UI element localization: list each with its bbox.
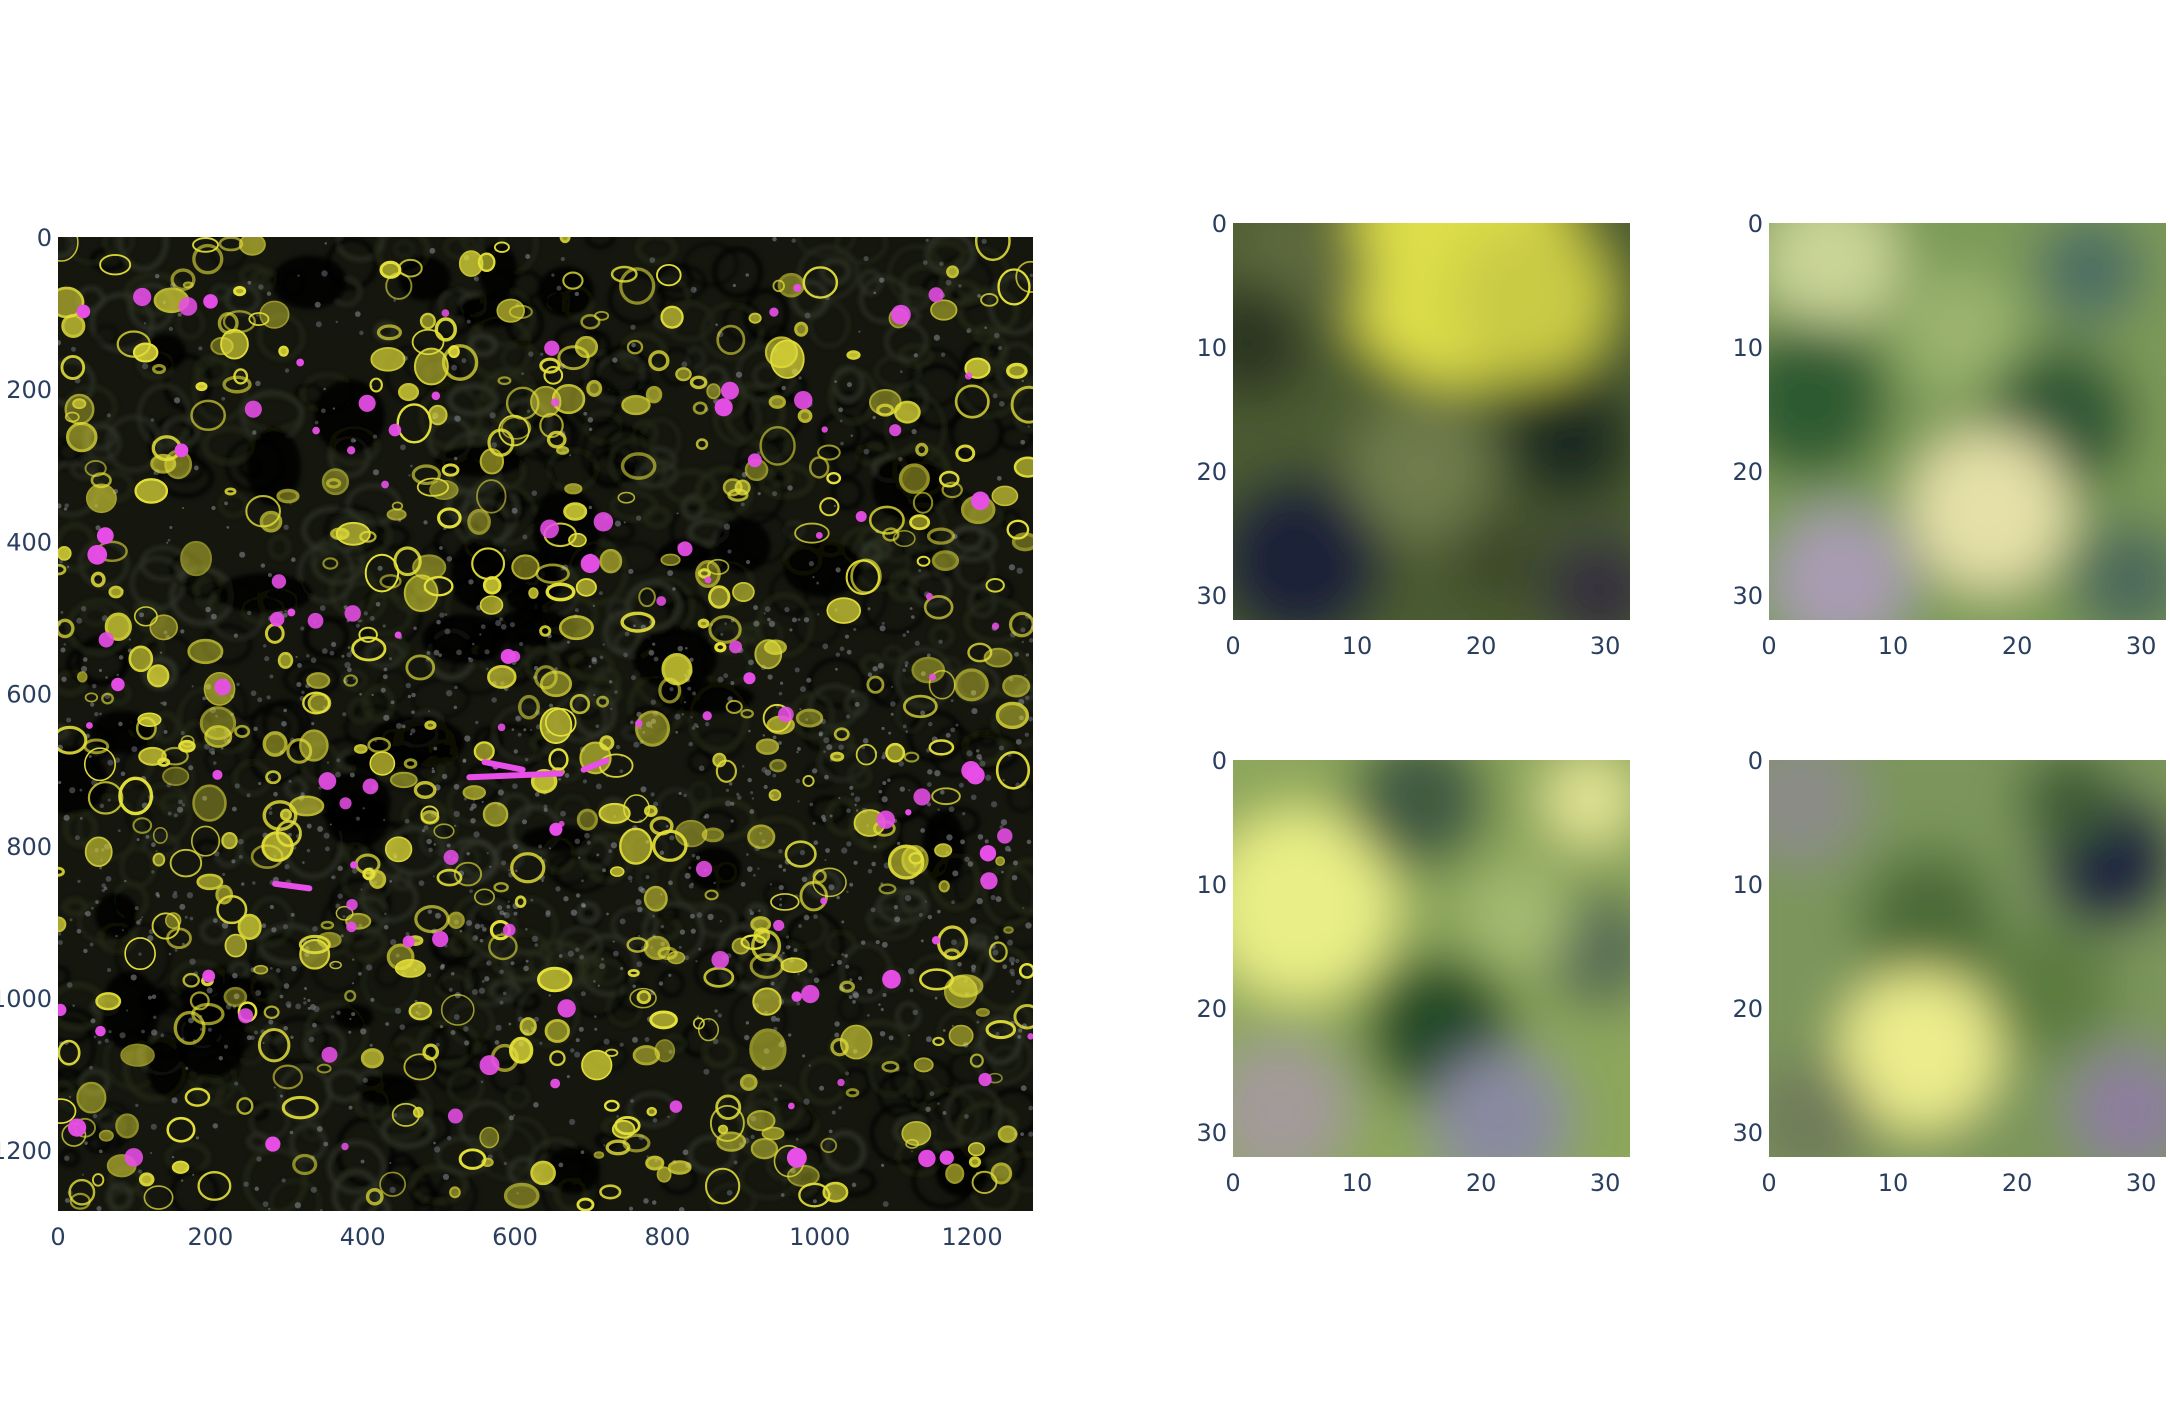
y-tick-label: 1000 [0,985,52,1013]
patch-2-image [1769,223,2166,620]
y-tick-label: 10 [1732,334,1763,362]
x-tick-label: 0 [1761,1169,1776,1197]
y-tick-label: 200 [6,376,52,404]
x-tick-label: 400 [340,1223,386,1251]
main-y-axis-ticks: 0 200 400 600 800 1000 1200 [0,224,52,1165]
y-tick-label: 0 [37,224,52,252]
x-tick-label: 10 [1342,1169,1373,1197]
y-tick-label: 20 [1196,458,1227,486]
patch-4-axis-ticks: 0 10 20 30 0 10 20 30 [1732,747,2156,1197]
x-tick-label: 20 [1466,1169,1497,1197]
x-tick-label: 20 [2002,1169,2033,1197]
x-tick-label: 0 [1225,1169,1240,1197]
x-tick-label: 0 [1761,632,1776,660]
y-tick-label: 400 [6,528,52,556]
x-tick-label: 30 [2126,1169,2157,1197]
y-tick-label: 10 [1732,871,1763,899]
y-tick-label: 10 [1196,871,1227,899]
y-tick-label: 0 [1212,210,1227,238]
x-tick-label: 10 [1342,632,1373,660]
patch-3-panel: 0 10 20 30 0 10 20 30 [1196,747,1630,1197]
y-tick-label: 20 [1732,995,1763,1023]
patch-2-axis-ticks: 0 10 20 30 0 10 20 30 [1732,210,2156,660]
x-tick-label: 20 [2002,632,2033,660]
y-tick-label: 1200 [0,1137,52,1165]
x-tick-label: 30 [2126,632,2157,660]
x-tick-label: 200 [187,1223,233,1251]
main-image-panel: 0 200 400 600 800 1000 1200 0 200 400 600 800 1000 1… [0,224,1033,1251]
x-tick-label: 0 [1225,632,1240,660]
x-tick-label: 20 [1466,632,1497,660]
x-tick-label: 600 [492,1223,538,1251]
patch-4-image [1769,760,2166,1157]
x-tick-label: 30 [1590,632,1621,660]
x-tick-label: 10 [1878,1169,1909,1197]
patch-3-image [1233,760,1630,1157]
y-tick-label: 30 [1196,582,1227,610]
y-tick-label: 800 [6,833,52,861]
patch-1-axis-ticks: 0 10 20 30 0 10 20 30 [1196,210,1620,660]
patch-3-axis-ticks: 0 10 20 30 0 10 20 30 [1196,747,1620,1197]
main-image-magenta-structures [58,284,1033,1168]
patch-1-panel: 0 10 20 30 0 10 20 30 [1196,210,1630,660]
x-tick-label: 0 [50,1223,65,1251]
y-tick-label: 10 [1196,334,1227,362]
y-tick-label: 0 [1748,747,1763,775]
y-tick-label: 20 [1196,995,1227,1023]
x-tick-label: 30 [1590,1169,1621,1197]
main-image-grey-texture [58,237,1033,1211]
y-tick-label: 0 [1212,747,1227,775]
patch-1-image [1233,223,1630,620]
x-tick-label: 1000 [789,1223,850,1251]
y-tick-label: 0 [1748,210,1763,238]
x-tick-label: 10 [1878,632,1909,660]
y-tick-label: 30 [1732,1119,1763,1147]
main-x-axis-ticks: 0 200 400 600 800 1000 1200 [50,1223,1002,1251]
patch-2-panel: 0 10 20 30 0 10 20 30 [1732,210,2166,660]
x-tick-label: 800 [644,1223,690,1251]
y-tick-label: 30 [1732,582,1763,610]
y-tick-label: 600 [6,681,52,709]
y-tick-label: 30 [1196,1119,1227,1147]
patch-4-panel: 0 10 20 30 0 10 20 30 [1732,747,2166,1197]
y-tick-label: 20 [1732,458,1763,486]
x-tick-label: 1200 [942,1223,1003,1251]
